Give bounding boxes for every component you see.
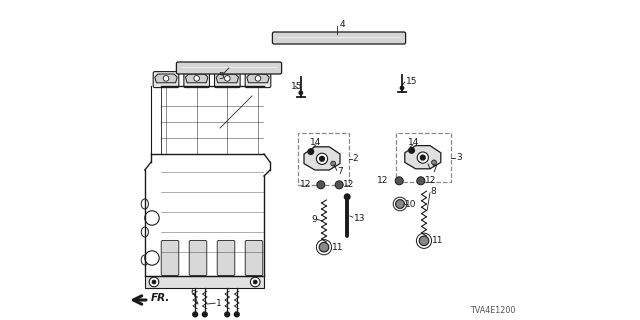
Circle shape bbox=[399, 86, 404, 91]
Bar bbox=[396, 133, 451, 182]
FancyBboxPatch shape bbox=[214, 72, 240, 88]
Text: 12: 12 bbox=[425, 175, 436, 185]
Polygon shape bbox=[216, 74, 239, 83]
Circle shape bbox=[202, 312, 207, 317]
Circle shape bbox=[316, 153, 328, 164]
FancyBboxPatch shape bbox=[184, 72, 209, 88]
Text: 13: 13 bbox=[354, 213, 365, 222]
Text: 4: 4 bbox=[339, 20, 345, 28]
Polygon shape bbox=[405, 146, 441, 169]
Text: 12: 12 bbox=[343, 180, 355, 189]
Circle shape bbox=[253, 280, 257, 284]
FancyBboxPatch shape bbox=[245, 72, 271, 88]
Circle shape bbox=[396, 200, 404, 208]
Text: 7: 7 bbox=[338, 167, 343, 176]
Text: 3: 3 bbox=[456, 153, 461, 162]
Text: 14: 14 bbox=[310, 138, 321, 147]
Text: 8: 8 bbox=[431, 188, 436, 196]
Circle shape bbox=[331, 161, 335, 166]
Polygon shape bbox=[155, 74, 177, 83]
FancyBboxPatch shape bbox=[273, 32, 406, 44]
Circle shape bbox=[149, 277, 159, 287]
Text: 12: 12 bbox=[378, 175, 389, 185]
Text: FR.: FR. bbox=[151, 293, 171, 303]
Ellipse shape bbox=[141, 227, 148, 237]
Ellipse shape bbox=[141, 199, 148, 209]
Circle shape bbox=[335, 181, 343, 189]
Text: 11: 11 bbox=[332, 243, 344, 252]
Text: 1: 1 bbox=[216, 299, 221, 308]
Polygon shape bbox=[186, 74, 208, 83]
Text: 12: 12 bbox=[300, 180, 311, 189]
Circle shape bbox=[417, 152, 428, 163]
Text: 14: 14 bbox=[408, 138, 419, 147]
Circle shape bbox=[145, 211, 159, 225]
Circle shape bbox=[308, 149, 314, 155]
Circle shape bbox=[417, 177, 425, 185]
Circle shape bbox=[255, 76, 261, 81]
Text: 6: 6 bbox=[190, 288, 196, 297]
Circle shape bbox=[319, 156, 324, 161]
Text: 15: 15 bbox=[406, 77, 417, 86]
Circle shape bbox=[298, 91, 303, 95]
Text: 7: 7 bbox=[431, 165, 436, 174]
Circle shape bbox=[419, 236, 429, 246]
Text: 9: 9 bbox=[311, 215, 317, 224]
Ellipse shape bbox=[141, 255, 148, 265]
FancyBboxPatch shape bbox=[189, 240, 207, 276]
Bar bbox=[298, 133, 349, 185]
Polygon shape bbox=[304, 147, 340, 170]
Text: 5: 5 bbox=[218, 72, 224, 81]
Text: 11: 11 bbox=[432, 236, 444, 245]
Circle shape bbox=[250, 277, 260, 287]
Circle shape bbox=[431, 160, 436, 165]
Circle shape bbox=[396, 177, 403, 185]
Circle shape bbox=[409, 148, 415, 153]
Circle shape bbox=[317, 181, 325, 189]
FancyBboxPatch shape bbox=[153, 72, 179, 88]
Polygon shape bbox=[247, 74, 269, 83]
Text: 2: 2 bbox=[353, 154, 358, 163]
Text: 15: 15 bbox=[291, 82, 303, 91]
Circle shape bbox=[234, 312, 239, 317]
Circle shape bbox=[225, 76, 230, 81]
Circle shape bbox=[194, 76, 200, 81]
Circle shape bbox=[225, 312, 230, 317]
FancyBboxPatch shape bbox=[177, 62, 282, 74]
Circle shape bbox=[163, 76, 169, 81]
Circle shape bbox=[344, 194, 350, 200]
Circle shape bbox=[420, 155, 425, 160]
FancyBboxPatch shape bbox=[217, 240, 235, 276]
Circle shape bbox=[152, 280, 156, 284]
Text: 10: 10 bbox=[405, 199, 416, 209]
FancyBboxPatch shape bbox=[245, 240, 263, 276]
FancyBboxPatch shape bbox=[145, 276, 264, 288]
Circle shape bbox=[193, 312, 198, 317]
FancyBboxPatch shape bbox=[161, 240, 179, 276]
Text: TVA4E1200: TVA4E1200 bbox=[470, 306, 515, 315]
Circle shape bbox=[319, 243, 329, 252]
Circle shape bbox=[145, 251, 159, 265]
